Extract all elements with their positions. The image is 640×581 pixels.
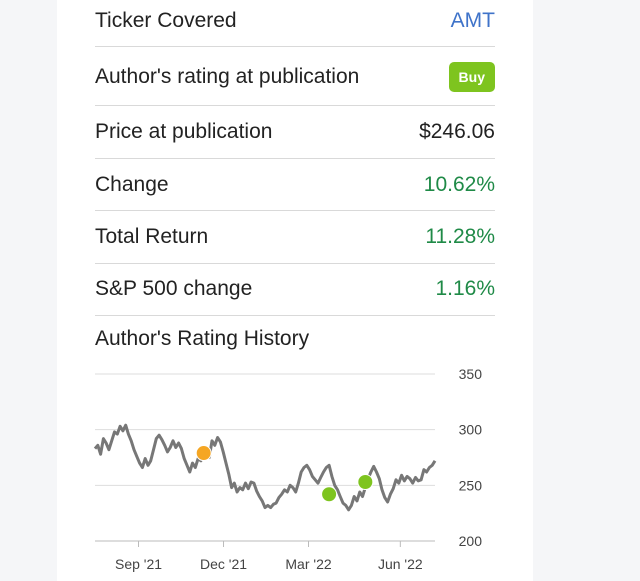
divider [95, 105, 495, 106]
y-tick-label: 350 [459, 366, 483, 382]
divider [95, 46, 495, 47]
rating-label: Author's rating at publication [95, 65, 360, 88]
x-tick-label: Jun '22 [378, 556, 423, 572]
rating-badge: Buy [448, 62, 495, 92]
ticker-row: Ticker Covered AMT [95, 6, 495, 36]
sp500-value: 1.16% [435, 277, 495, 300]
ticker-link[interactable]: AMT [450, 9, 495, 32]
x-tick-label: Sep '21 [115, 556, 162, 572]
divider [95, 315, 495, 316]
divider [95, 263, 495, 264]
price-value: $246.06 [419, 120, 495, 143]
x-tick-label: Dec '21 [200, 556, 247, 572]
x-tick-label: Mar '22 [285, 556, 331, 572]
divider [95, 210, 495, 211]
rating-history-title: Author's Rating History [95, 327, 310, 350]
price-row: Price at publication $246.06 [95, 117, 495, 147]
total-return-row: Total Return 11.28% [95, 222, 495, 252]
change-value: 10.62% [423, 173, 495, 196]
change-row: Change 10.62% [95, 170, 495, 200]
total-return-value: 11.28% [425, 225, 495, 248]
change-label: Change [95, 173, 169, 196]
rating-marker [357, 473, 374, 490]
rating-marker [321, 486, 338, 503]
sp500-row: S&P 500 change 1.16% [95, 274, 495, 304]
rating-row: Author's rating at publication Buy [95, 61, 495, 93]
price-label: Price at publication [95, 120, 273, 143]
rating-marker [195, 445, 212, 462]
y-tick-label: 300 [459, 422, 483, 438]
y-tick-label: 250 [459, 477, 483, 493]
divider [95, 158, 495, 159]
total-return-label: Total Return [95, 225, 209, 248]
sp500-label: S&P 500 change [95, 277, 253, 300]
ticker-label: Ticker Covered [95, 9, 237, 32]
price-line [93, 423, 437, 512]
article-summary-card: Ticker Covered AMT Author's rating at pu… [57, 0, 533, 581]
y-tick-label: 200 [459, 533, 483, 549]
